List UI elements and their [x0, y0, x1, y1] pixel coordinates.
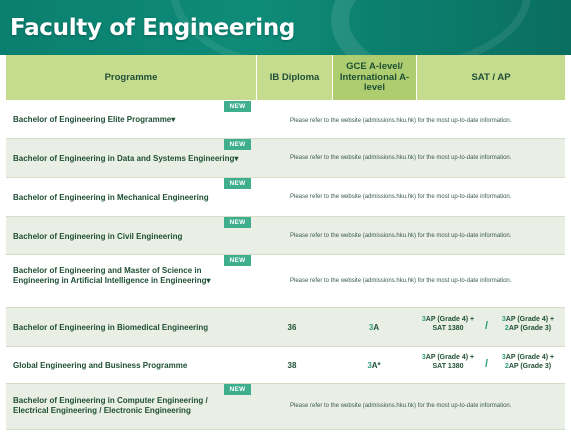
ap-requirement: AP (Grade 4) +: [505, 316, 555, 323]
programme-name[interactable]: Bachelor of Engineering in Data and Syst…: [13, 154, 239, 163]
info-note: Please refer to the website (admissions.…: [290, 278, 512, 284]
header-gce-a-level: GCE A-level/ International A-level: [332, 55, 416, 101]
ap-count: 3: [421, 316, 426, 323]
ib-score: 36: [287, 323, 297, 332]
ap-count: 3: [421, 354, 426, 361]
ap-count: 3: [501, 354, 506, 361]
info-note: Please refer to the website (admissions.…: [290, 194, 512, 200]
table-row: Bachelor of Engineering in Biomedical En…: [6, 308, 565, 347]
programme-name[interactable]: Global Engineering and Business Programm…: [13, 361, 188, 370]
sat-score: SAT 1380: [432, 325, 464, 333]
ap-requirement: AP (Grade 4) +: [505, 354, 555, 361]
sat-option-b-line2: 2AP (Grade 3): [495, 362, 561, 371]
new-badge: NEW: [224, 217, 251, 228]
sat-option-a: 3AP (Grade 4) + SAT 1380: [416, 315, 480, 333]
header-ib-diploma: IB Diploma: [256, 55, 332, 101]
sat-option-a: 3AP (Grade 4) + SAT 1380: [416, 353, 480, 371]
ap-requirement: AP (Grade 3): [508, 363, 552, 371]
new-badge: NEW: [224, 255, 251, 266]
or-separator: /: [485, 358, 489, 370]
table-row: NEW Bachelor of Engineering in Mechanica…: [6, 178, 565, 217]
ib-score: 38: [287, 361, 297, 370]
header-divider: [6, 100, 565, 101]
programme-name[interactable]: Bachelor of Engineering and Master of Sc…: [13, 266, 211, 286]
new-badge: NEW: [224, 384, 251, 395]
table-row: NEW Bachelor of Engineering in Data and …: [6, 139, 565, 178]
programme-name[interactable]: Bachelor of Engineering in Civil Enginee…: [13, 232, 183, 241]
sat-option-b-line2: 2AP (Grade 3): [495, 324, 561, 333]
gce-count: 3: [368, 323, 374, 332]
or-separator: /: [485, 320, 489, 332]
programme-name[interactable]: Bachelor of Engineering in Computer Engi…: [13, 396, 208, 416]
gce-requirement: 3A*: [332, 361, 416, 370]
table-row: NEW Bachelor of Engineering in Computer …: [6, 384, 565, 430]
sat-score: SAT 1380: [432, 363, 464, 371]
sat-option-b: 3AP (Grade 4) + 2AP (Grade 3): [495, 353, 561, 371]
ap-count: 2: [504, 363, 509, 371]
sat-option-b-line1: 3AP (Grade 4) +: [495, 315, 561, 324]
info-note: Please refer to the website (admissions.…: [290, 403, 512, 409]
gce-grade: A: [373, 323, 380, 332]
programme-name[interactable]: Bachelor of Engineering in Mechanical En…: [13, 193, 209, 202]
table-row: NEW Bachelor of Engineering in Civil Eng…: [6, 217, 565, 255]
gce-grade: A*: [371, 361, 381, 370]
new-badge: NEW: [224, 101, 251, 112]
table-row: NEW Bachelor of Engineering Elite Progra…: [6, 101, 565, 139]
gce-count: 3: [367, 361, 372, 370]
ap-requirement: AP (Grade 3): [508, 325, 552, 333]
programme-name[interactable]: Bachelor of Engineering Elite Programme▾: [13, 115, 176, 124]
ap-requirement: AP (Grade 4) +: [425, 354, 475, 361]
ap-count: 2: [504, 325, 509, 333]
sat-option-b: 3AP (Grade 4) + 2AP (Grade 3): [495, 315, 561, 333]
sat-option-a-line1: 3AP (Grade 4) +: [416, 353, 480, 362]
programme-name[interactable]: Bachelor of Engineering in Biomedical En…: [13, 323, 209, 332]
gce-requirement: 3A: [332, 323, 416, 332]
ap-count: 3: [501, 316, 506, 323]
header-sat-ap: SAT / AP: [416, 55, 565, 101]
faculty-banner: Faculty of Engineering: [0, 0, 571, 55]
info-note: Please refer to the website (admissions.…: [290, 118, 512, 124]
banner-title: Faculty of Engineering: [10, 15, 296, 41]
new-badge: NEW: [224, 178, 251, 189]
info-note: Please refer to the website (admissions.…: [290, 155, 512, 161]
sat-option-a-line1: 3AP (Grade 4) +: [416, 315, 480, 324]
new-badge: NEW: [224, 139, 251, 150]
sat-option-b-line1: 3AP (Grade 4) +: [495, 353, 561, 362]
ap-requirement: AP (Grade 4) +: [425, 316, 475, 323]
header-programme: Programme: [6, 55, 256, 101]
table-row: Global Engineering and Business Programm…: [6, 347, 565, 384]
info-note: Please refer to the website (admissions.…: [290, 233, 512, 239]
table-row: NEW Bachelor of Engineering and Master o…: [6, 255, 565, 308]
